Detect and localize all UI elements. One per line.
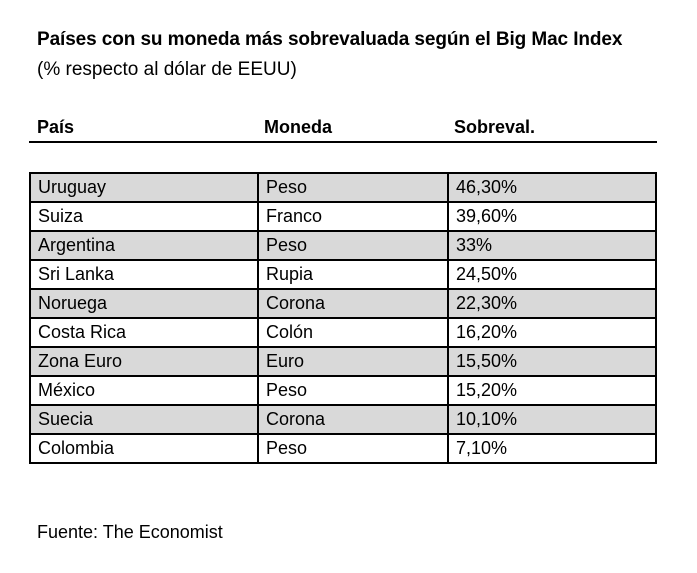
cell-sobreval: 39,60% [447,201,657,232]
cell-sobreval: 33% [447,230,657,261]
table-header: País Moneda Sobreval. [29,117,657,143]
cell-sobreval: 10,10% [447,404,657,435]
cell-sobreval: 16,20% [447,317,657,348]
column-header-moneda: Moneda [264,117,333,137]
cell-pais: Uruguay [29,172,259,203]
cell-moneda: Peso [257,375,449,406]
cell-moneda: Corona [257,288,449,319]
data-table: Uruguay Peso 46,30% Suiza Franco 39,60% Argent… [29,172,657,464]
cell-moneda: Rupia [257,259,449,290]
table-row: Colombia Peso 7,10% [29,433,657,464]
cell-pais: México [29,375,259,406]
cell-sobreval: 7,10% [447,433,657,464]
cell-sobreval: 22,30% [447,288,657,319]
table-row: Noruega Corona 22,30% [29,288,657,319]
cell-pais: Suecia [29,404,259,435]
cell-moneda: Peso [257,230,449,261]
table-row: Zona Euro Euro 15,50% [29,346,657,377]
table-row: Suiza Franco 39,60% [29,201,657,232]
cell-pais: Colombia [29,433,259,464]
cell-sobreval: 24,50% [447,259,657,290]
cell-moneda: Peso [257,433,449,464]
cell-sobreval: 15,50% [447,346,657,377]
column-header-pais: País [37,117,75,137]
table-row: México Peso 15,20% [29,375,657,406]
table-row: Uruguay Peso 46,30% [29,172,657,203]
cell-moneda: Peso [257,172,449,203]
column-header-sobreval: Sobreval. [454,117,536,137]
cell-moneda: Colón [257,317,449,348]
table-title: Países con su moneda más sobrevaluada se… [37,29,623,50]
table-row: Costa Rica Colón 16,20% [29,317,657,348]
cell-pais: Zona Euro [29,346,259,377]
cell-moneda: Corona [257,404,449,435]
table-row: Suecia Corona 10,10% [29,404,657,435]
cell-pais: Suiza [29,201,259,232]
cell-pais: Costa Rica [29,317,259,348]
table-row: Argentina Peso 33% [29,230,657,261]
table-row: Sri Lanka Rupia 24,50% [29,259,657,290]
cell-pais: Argentina [29,230,259,261]
cell-sobreval: 15,20% [447,375,657,406]
cell-sobreval: 46,30% [447,172,657,203]
table-subtitle: (% respecto al dólar de EEUU) [37,59,297,80]
cell-pais: Sri Lanka [29,259,259,290]
source-note: Fuente: The Economist [37,522,223,542]
cell-moneda: Franco [257,201,449,232]
cell-moneda: Euro [257,346,449,377]
cell-pais: Noruega [29,288,259,319]
